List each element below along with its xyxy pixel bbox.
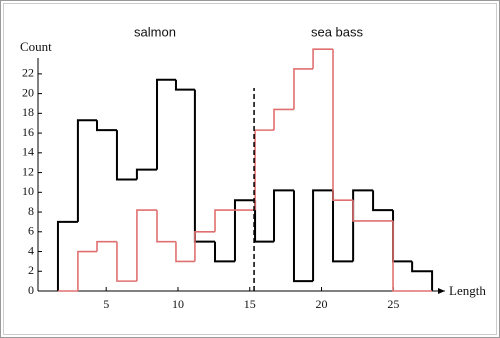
- y-tick-label: 0: [28, 283, 34, 297]
- histogram-step: [254, 200, 275, 243]
- y-tick-label: 6: [28, 224, 34, 238]
- histogram-step: [273, 108, 294, 131]
- histogram-step: [136, 209, 158, 282]
- histogram-step: [77, 250, 98, 291]
- histogram-step: [312, 189, 334, 282]
- histogram-step: [392, 220, 413, 292]
- histogram-step: [56, 220, 78, 291]
- y-tick-label: 10: [22, 184, 34, 198]
- histogram-step: [352, 200, 374, 222]
- histogram-step: [156, 210, 176, 243]
- histogram-step: [156, 78, 176, 170]
- histogram-step: [273, 189, 294, 242]
- y-tick-label: 16: [22, 125, 34, 139]
- histogram-step: [116, 241, 137, 282]
- histogram-step: [115, 130, 137, 181]
- histogram-step: [293, 68, 314, 110]
- inner-frame: [3, 3, 497, 335]
- histogram-step: [254, 129, 275, 211]
- y-tick-label: 4: [28, 243, 34, 257]
- histogram-step: [214, 241, 235, 263]
- y-tick-label: 18: [22, 105, 34, 119]
- histogram-step: [96, 240, 117, 252]
- histogram-step: [135, 168, 158, 180]
- histogram-step: [214, 209, 235, 232]
- x-tick-label: 10: [172, 297, 184, 311]
- histogram-step: [372, 190, 394, 212]
- histogram-step: [233, 199, 256, 262]
- y-tick-label: 14: [22, 145, 34, 159]
- legend-label: salmon: [134, 24, 176, 39]
- y-axis-label: Count: [20, 39, 52, 54]
- histogram-step: [174, 79, 195, 91]
- y-tick-label: 2: [28, 263, 34, 277]
- histogram-step: [96, 120, 117, 132]
- x-axis-arrow: [438, 288, 445, 294]
- y-tick-label: 20: [22, 85, 34, 99]
- y-tick-label: 12: [22, 164, 34, 178]
- histogram-step: [194, 230, 216, 262]
- x-axis-label: Length: [449, 283, 486, 298]
- x-tick-label: 5: [103, 297, 109, 311]
- histogram-step: [411, 261, 434, 291]
- y-tick-label: 22: [22, 66, 34, 80]
- x-tick-label: 25: [387, 297, 399, 311]
- histogram-step: [292, 190, 314, 283]
- histogram-step: [332, 49, 354, 201]
- y-tick-label: 8: [28, 204, 34, 218]
- histogram-step: [312, 48, 334, 69]
- histogram-step: [175, 241, 195, 263]
- x-tick-label: 15: [244, 297, 256, 311]
- legend-label: sea bass: [311, 24, 364, 39]
- x-tick-label: 20: [316, 297, 328, 311]
- histogram-step: [352, 189, 374, 262]
- histogram-step: [76, 119, 98, 222]
- histogram-step: [332, 190, 354, 263]
